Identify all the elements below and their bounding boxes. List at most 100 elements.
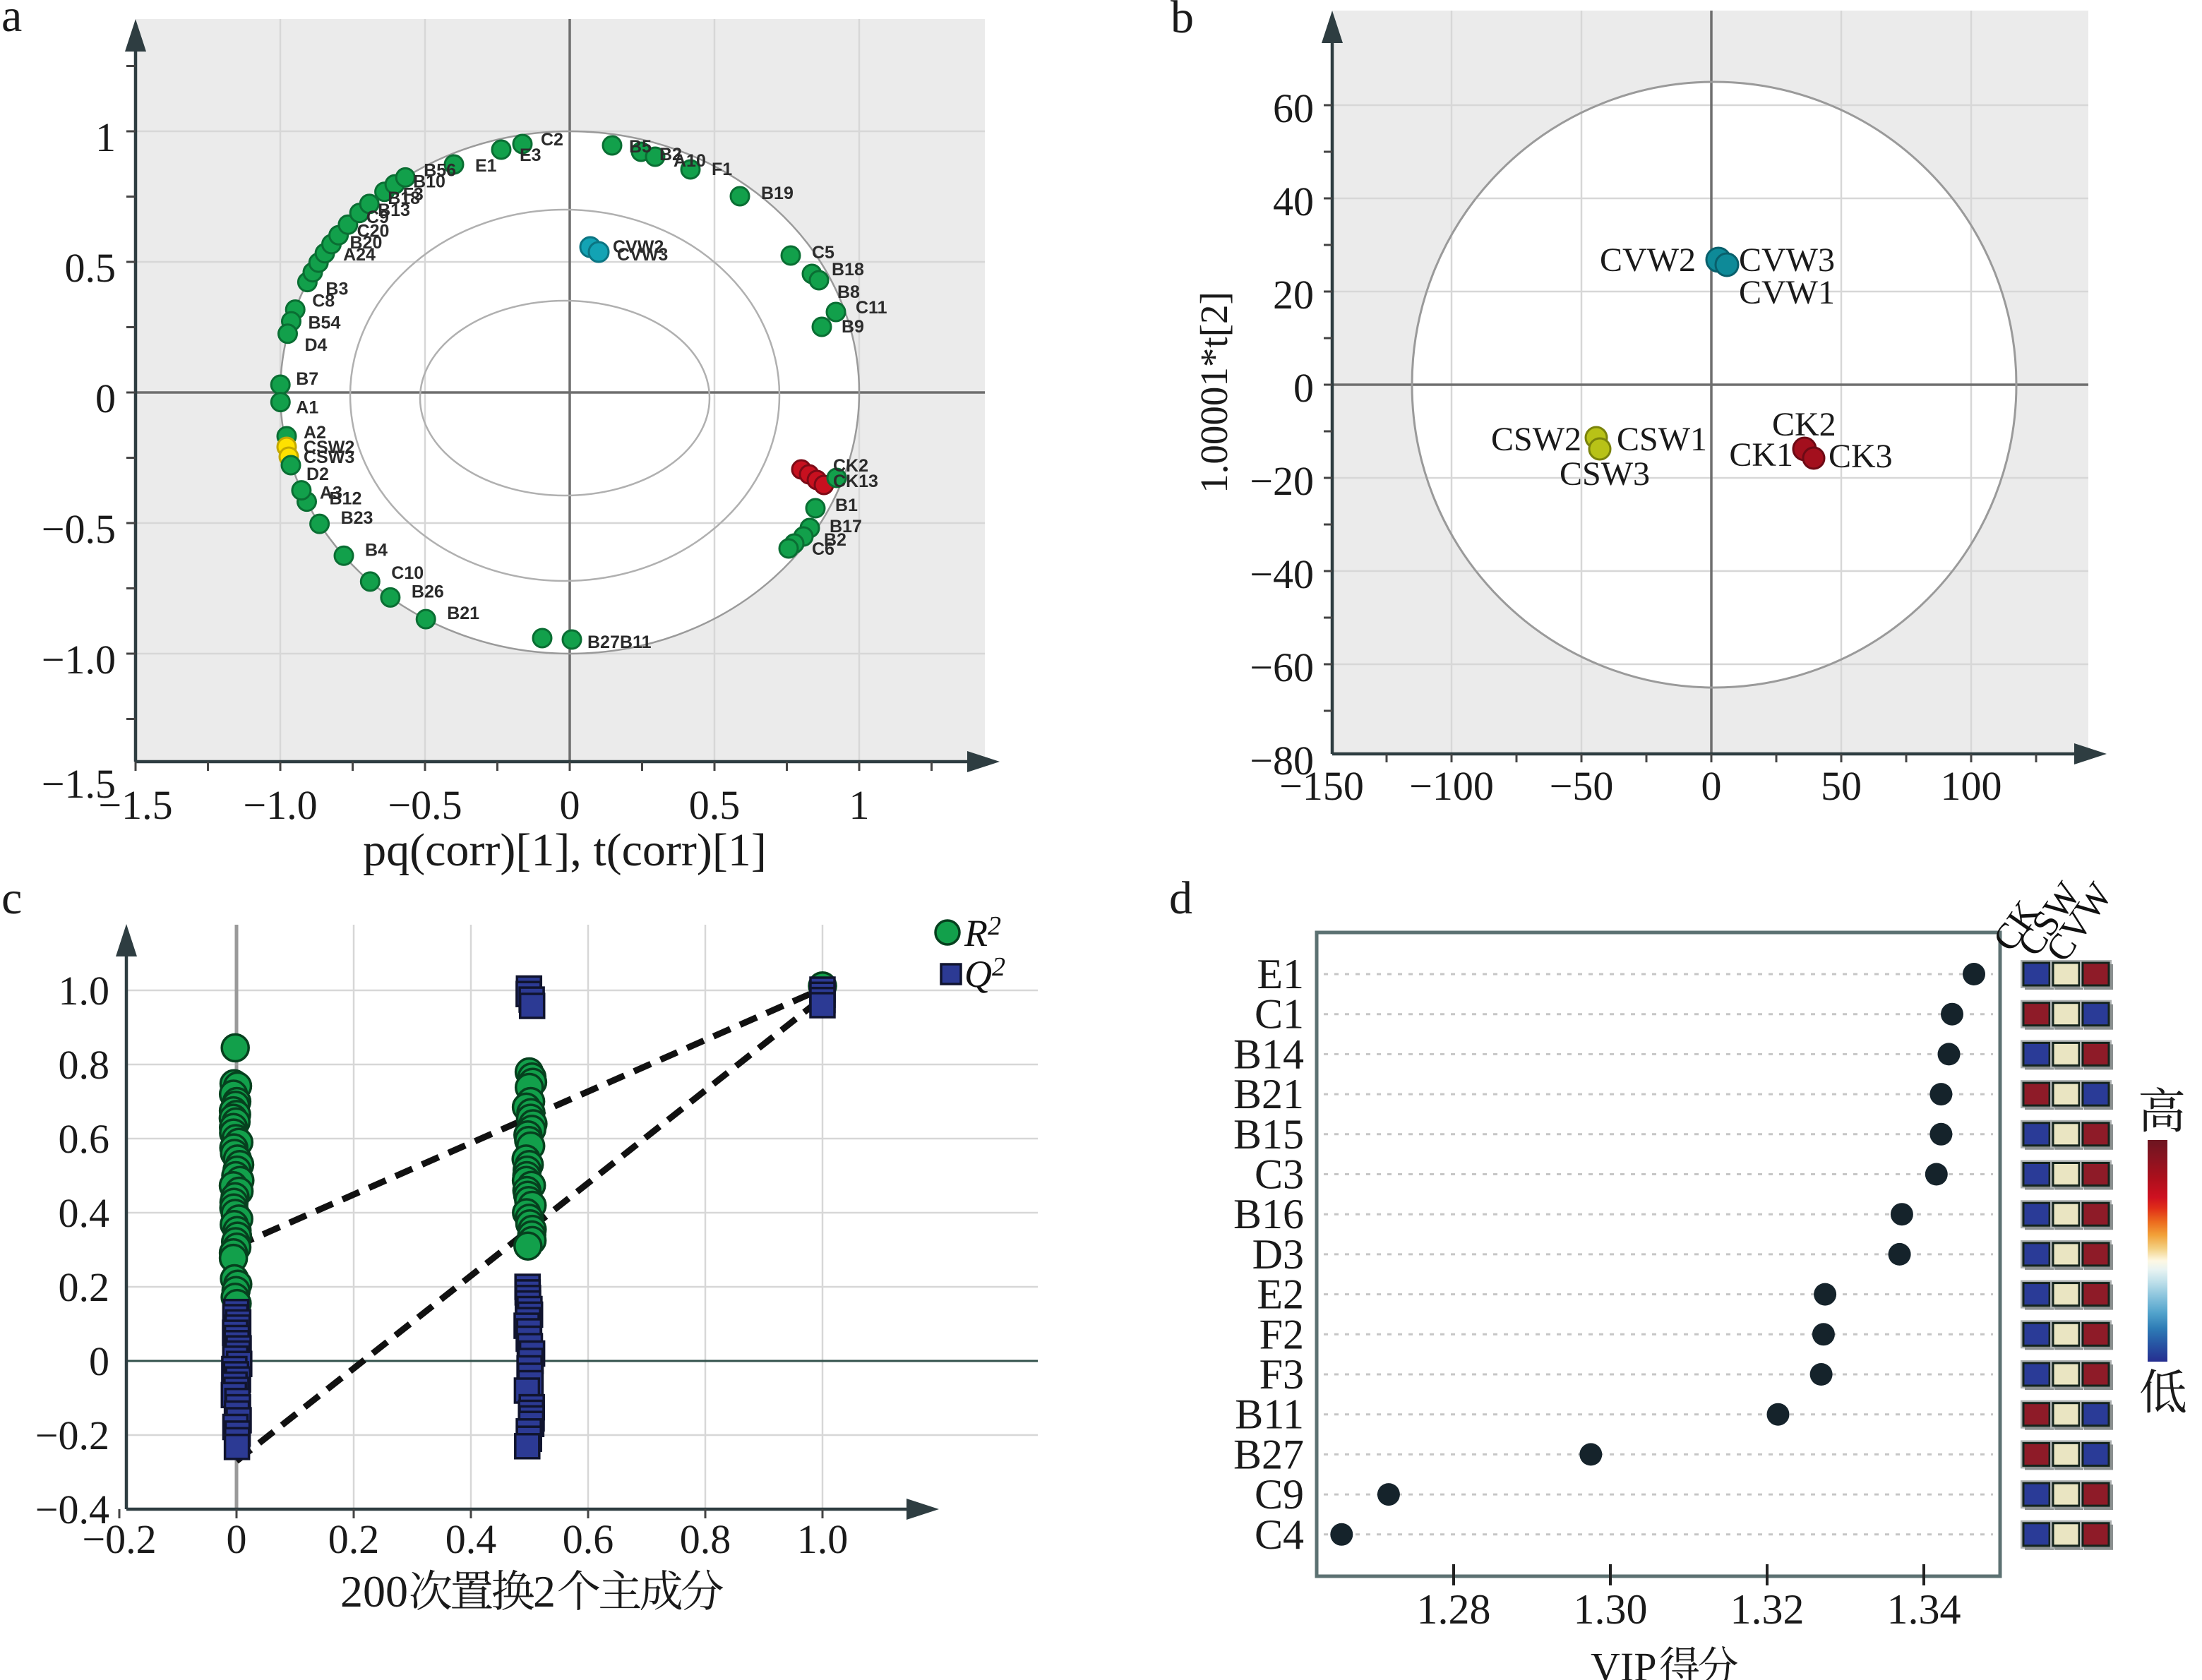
svg-text:−1.5: −1.5 xyxy=(42,761,116,807)
svg-text:B18: B18 xyxy=(388,188,420,208)
svg-text:E1: E1 xyxy=(1257,951,1304,997)
svg-text:B21: B21 xyxy=(447,604,479,623)
svg-text:C8: C8 xyxy=(312,292,335,311)
svg-text:CVW3: CVW3 xyxy=(1739,241,1835,279)
svg-text:C3: C3 xyxy=(1255,1151,1304,1198)
svg-text:B56: B56 xyxy=(424,160,456,180)
svg-text:B17: B17 xyxy=(830,517,862,536)
svg-text:C9: C9 xyxy=(366,208,389,227)
svg-text:40: 40 xyxy=(1273,179,1314,224)
svg-text:VIP: VIP xyxy=(1591,1644,1656,1680)
svg-text:0: 0 xyxy=(560,782,580,828)
svg-text:0.4: 0.4 xyxy=(59,1190,110,1236)
svg-text:B12: B12 xyxy=(330,489,362,509)
svg-text:1.34: 1.34 xyxy=(1887,1586,1961,1633)
svg-text:CK2: CK2 xyxy=(1772,406,1836,443)
svg-text:B5: B5 xyxy=(629,137,652,157)
svg-text:b: b xyxy=(1171,0,1194,43)
svg-text:CVW1: CVW1 xyxy=(1739,274,1835,311)
svg-text:B21: B21 xyxy=(1233,1071,1304,1117)
svg-text:100: 100 xyxy=(1941,763,2002,809)
svg-text:0: 0 xyxy=(1701,763,1722,809)
svg-text:F2: F2 xyxy=(1259,1311,1304,1357)
svg-text:0: 0 xyxy=(227,1516,247,1562)
svg-text:CVW3: CVW3 xyxy=(617,245,668,265)
svg-text:1.30: 1.30 xyxy=(1574,1586,1648,1633)
svg-text:0: 0 xyxy=(95,376,116,421)
svg-text:F3: F3 xyxy=(403,185,424,205)
svg-text:B11: B11 xyxy=(1235,1391,1304,1438)
svg-text:c: c xyxy=(1,872,22,924)
svg-text:CK3: CK3 xyxy=(1829,438,1893,475)
svg-text:1: 1 xyxy=(95,114,116,160)
svg-text:0.8: 0.8 xyxy=(59,1042,110,1088)
svg-text:0: 0 xyxy=(1293,365,1314,411)
svg-text:C10: C10 xyxy=(391,563,424,583)
svg-text:A3: A3 xyxy=(320,484,342,503)
svg-text:B4: B4 xyxy=(365,540,388,560)
svg-text:C4: C4 xyxy=(1255,1511,1304,1558)
svg-text:B8: B8 xyxy=(837,282,860,302)
svg-text:−50: −50 xyxy=(1550,763,1614,809)
svg-text:0.2: 0.2 xyxy=(328,1516,380,1562)
svg-text:1: 1 xyxy=(849,782,870,828)
svg-text:A24: A24 xyxy=(343,245,376,265)
svg-text:CSW3: CSW3 xyxy=(304,448,354,467)
svg-text:−1.0: −1.0 xyxy=(42,637,116,683)
svg-text:C6: C6 xyxy=(812,539,834,559)
svg-text:−80: −80 xyxy=(1250,738,1314,784)
svg-text:1.0: 1.0 xyxy=(797,1516,849,1562)
svg-text:−0.2: −0.2 xyxy=(82,1516,156,1562)
svg-text:−0.2: −0.2 xyxy=(35,1412,109,1458)
svg-text:−150: −150 xyxy=(1279,763,1364,809)
svg-text:−60: −60 xyxy=(1250,644,1314,690)
svg-text:60: 60 xyxy=(1273,85,1314,131)
svg-text:C11: C11 xyxy=(856,298,887,318)
svg-text:0.6: 0.6 xyxy=(563,1516,614,1562)
svg-text:B23: B23 xyxy=(341,508,373,528)
svg-text:0.8: 0.8 xyxy=(680,1516,731,1562)
svg-text:B18: B18 xyxy=(832,260,864,280)
svg-text:−40: −40 xyxy=(1250,551,1314,597)
svg-text:F1: F1 xyxy=(712,160,732,179)
svg-text:1.28: 1.28 xyxy=(1417,1586,1491,1633)
svg-text:B13: B13 xyxy=(378,200,410,220)
svg-text:B2: B2 xyxy=(824,530,846,550)
svg-text:B27: B27 xyxy=(1233,1431,1304,1477)
svg-text:−1.5: −1.5 xyxy=(98,782,172,828)
svg-text:B9: B9 xyxy=(842,317,864,337)
svg-text:B7: B7 xyxy=(296,369,318,389)
svg-text:C1: C1 xyxy=(1255,991,1304,1038)
svg-text:1.32: 1.32 xyxy=(1730,1586,1805,1633)
svg-text:CK1: CK1 xyxy=(1729,436,1793,474)
svg-text:200: 200 xyxy=(340,1566,408,1616)
svg-text:F3: F3 xyxy=(1259,1351,1304,1398)
svg-text:B10: B10 xyxy=(413,172,445,191)
svg-text:0.4: 0.4 xyxy=(445,1516,497,1562)
svg-text:pq(corr)[1], t(corr)[1]: pq(corr)[1], t(corr)[1] xyxy=(363,824,767,876)
svg-text:CVW2: CVW2 xyxy=(613,237,664,257)
svg-text:C20: C20 xyxy=(357,221,390,241)
svg-text:E2: E2 xyxy=(1257,1271,1304,1318)
svg-text:B16: B16 xyxy=(1233,1191,1304,1237)
svg-text:CSW1: CSW1 xyxy=(1617,421,1707,458)
svg-text:B19: B19 xyxy=(761,184,794,203)
svg-text:B20: B20 xyxy=(350,233,383,253)
svg-text:50: 50 xyxy=(1821,763,1862,809)
svg-text:d: d xyxy=(1169,872,1192,924)
svg-text:B15: B15 xyxy=(1233,1111,1304,1158)
svg-text:A10: A10 xyxy=(674,151,706,171)
svg-text:2: 2 xyxy=(533,1566,556,1616)
svg-text:R2: R2 xyxy=(964,911,1001,954)
svg-text:−100: −100 xyxy=(1409,763,1494,809)
svg-text:B2: B2 xyxy=(659,145,682,164)
svg-text:CK2: CK2 xyxy=(833,456,868,476)
svg-text:A1: A1 xyxy=(296,398,318,418)
svg-text:−0.5: −0.5 xyxy=(388,782,462,828)
svg-text:E3: E3 xyxy=(520,145,541,165)
svg-text:D4: D4 xyxy=(305,335,328,355)
svg-text:1.0: 1.0 xyxy=(59,968,110,1014)
svg-text:CVW2: CVW2 xyxy=(1600,241,1696,279)
svg-text:B54: B54 xyxy=(309,313,341,332)
svg-text:−1.0: −1.0 xyxy=(243,782,317,828)
